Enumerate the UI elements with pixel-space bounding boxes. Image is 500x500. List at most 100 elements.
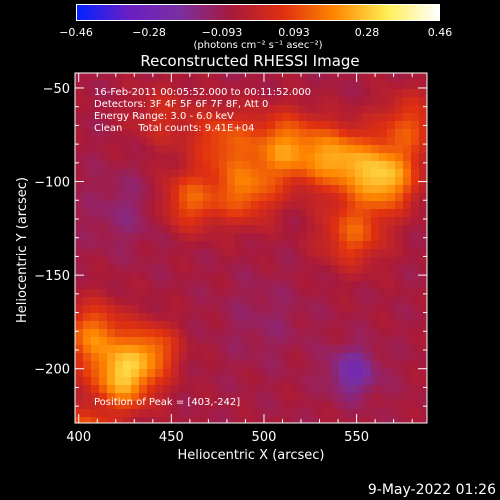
heatmap-cell	[363, 241, 372, 250]
heatmap-cell	[235, 369, 244, 378]
heatmap-cell	[75, 137, 84, 146]
heatmap-cell	[395, 89, 404, 98]
heatmap-cell	[75, 145, 84, 154]
heatmap-cell	[419, 249, 428, 258]
heatmap-cell	[107, 305, 116, 314]
heatmap-cell	[403, 225, 412, 234]
heatmap-cell	[251, 257, 260, 266]
heatmap-cell	[323, 401, 332, 410]
heatmap-cell	[163, 97, 172, 106]
heatmap-cell	[115, 137, 124, 146]
heatmap-cell	[307, 337, 316, 346]
heatmap-cell	[411, 73, 420, 82]
heatmap-cell	[363, 113, 372, 122]
heatmap-cell	[195, 385, 204, 394]
heatmap-cell	[371, 305, 380, 314]
heatmap-cell	[347, 305, 356, 314]
heatmap-cell	[147, 273, 156, 282]
heatmap-cell	[155, 169, 164, 178]
heatmap-cell	[243, 129, 252, 138]
heatmap-cell	[251, 145, 260, 154]
heatmap-cell	[211, 81, 220, 90]
heatmap-cell	[163, 129, 172, 138]
heatmap-cell	[219, 233, 228, 242]
heatmap-cell	[179, 321, 188, 330]
heatmap-cell	[219, 289, 228, 298]
heatmap-cell	[387, 265, 396, 274]
heatmap-cell	[99, 417, 108, 424]
heatmap-cell	[83, 97, 92, 106]
heatmap-cell	[267, 169, 276, 178]
heatmap-cell	[219, 201, 228, 210]
heatmap-cell	[283, 193, 292, 202]
heatmap-cell	[395, 377, 404, 386]
heatmap-cell	[235, 337, 244, 346]
heatmap-cell	[91, 409, 100, 418]
heatmap-cell	[355, 337, 364, 346]
heatmap-cell	[155, 105, 164, 114]
heatmap-cell	[331, 209, 340, 218]
heatmap-cell	[291, 385, 300, 394]
heatmap-cell	[251, 129, 260, 138]
heatmap-cell	[131, 377, 140, 386]
heatmap-cell	[107, 161, 116, 170]
heatmap-cell	[123, 113, 132, 122]
heatmap-cell	[211, 257, 220, 266]
heatmap-cell	[123, 369, 132, 378]
heatmap-image	[75, 73, 428, 424]
annotation-time-range: 16-Feb-2011 00:05:52.000 to 00:11:52.000	[94, 87, 312, 98]
heatmap-cell	[179, 361, 188, 370]
heatmap-cell	[403, 361, 412, 370]
heatmap-cell	[147, 161, 156, 170]
heatmap-cell	[283, 385, 292, 394]
heatmap-cell	[323, 337, 332, 346]
heatmap-cell	[315, 361, 324, 370]
heatmap-cell	[107, 209, 116, 218]
heatmap-cell	[115, 305, 124, 314]
heatmap-cell	[123, 321, 132, 330]
heatmap-cell	[331, 401, 340, 410]
heatmap-cell	[235, 393, 244, 402]
heatmap-cell	[419, 161, 428, 170]
heatmap-cell	[131, 201, 140, 210]
heatmap-cell	[235, 361, 244, 370]
heatmap-cell	[107, 137, 116, 146]
heatmap-cell	[259, 409, 268, 418]
heatmap-cell	[115, 169, 124, 178]
heatmap-cell	[123, 401, 132, 410]
heatmap-cell	[99, 385, 108, 394]
heatmap-cell	[315, 73, 324, 82]
heatmap-cell	[163, 257, 172, 266]
date-footer: 9-May-2022 01:26	[367, 482, 496, 498]
heatmap-cell	[315, 137, 324, 146]
heatmap-cell	[243, 249, 252, 258]
heatmap-cell	[147, 353, 156, 362]
heatmap-cell	[147, 409, 156, 418]
heatmap-cell	[403, 137, 412, 146]
heatmap-cell	[99, 121, 108, 130]
heatmap-cell	[387, 289, 396, 298]
heatmap-cell	[139, 233, 148, 242]
heatmap-cell	[411, 89, 420, 98]
heatmap-cell	[283, 265, 292, 274]
heatmap-cell	[235, 161, 244, 170]
heatmap-cell	[371, 81, 380, 90]
heatmap-cell	[419, 169, 428, 178]
heatmap-cell	[395, 369, 404, 378]
heatmap-cell	[315, 345, 324, 354]
heatmap-cell	[411, 353, 420, 362]
heatmap-cell	[267, 193, 276, 202]
heatmap-cell	[75, 81, 84, 90]
heatmap-cell	[331, 73, 340, 82]
heatmap-cell	[331, 369, 340, 378]
heatmap-cell	[83, 305, 92, 314]
heatmap-cell	[291, 121, 300, 130]
heatmap-cell	[267, 369, 276, 378]
heatmap-cell	[155, 153, 164, 162]
heatmap-cell	[347, 281, 356, 290]
heatmap-cell	[419, 193, 428, 202]
heatmap-cell	[411, 177, 420, 186]
heatmap-cell	[371, 393, 380, 402]
heatmap-cell	[91, 249, 100, 258]
heatmap-cell	[395, 105, 404, 114]
